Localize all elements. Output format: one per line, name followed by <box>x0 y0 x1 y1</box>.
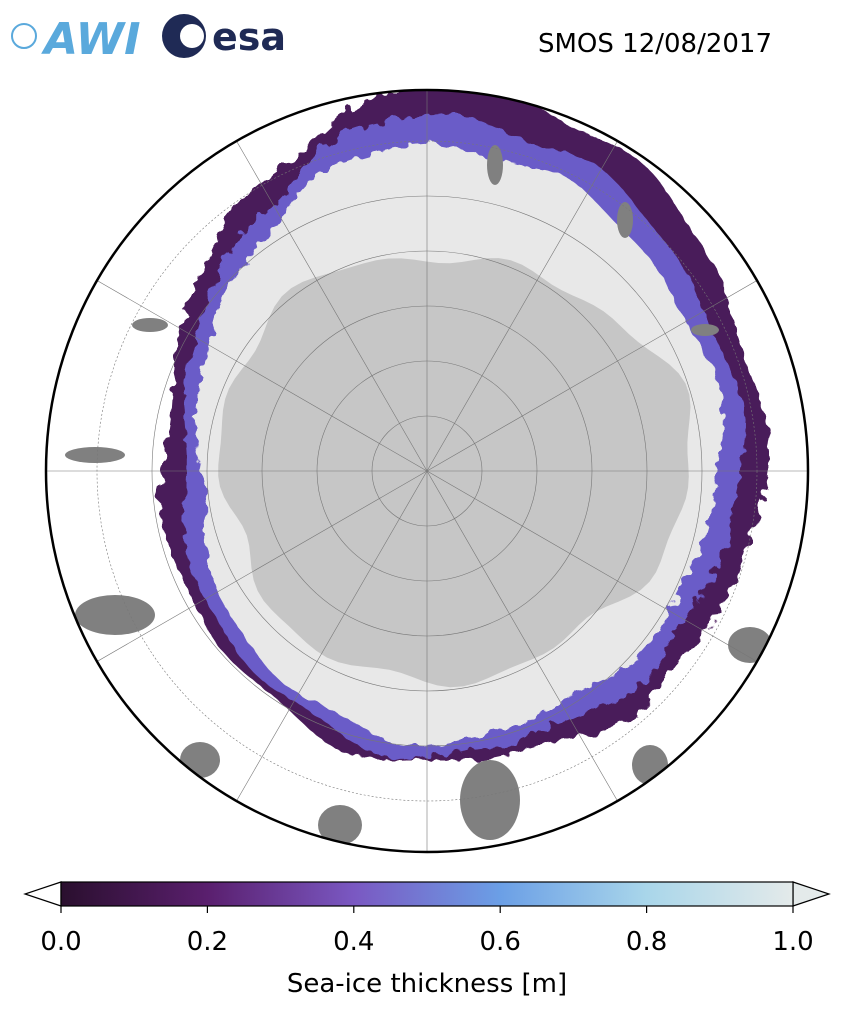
colorbar-label: Sea-ice thickness [m] <box>287 969 567 999</box>
land-island <box>65 447 125 463</box>
graticule-meridian <box>80 270 428 472</box>
graticule-meridian <box>226 124 428 472</box>
land-island <box>691 324 719 336</box>
graticule-meridian <box>80 470 428 672</box>
colorbar-tick-label: 0.2 <box>187 927 228 957</box>
graticule-meridian <box>226 470 428 818</box>
graticule-meridian <box>426 470 774 672</box>
map <box>46 90 808 852</box>
colorbar-extend-max <box>792 881 831 907</box>
land-island <box>487 145 503 185</box>
antarctica <box>218 258 691 688</box>
graticule-meridian <box>426 124 628 472</box>
colorbar-tick-label: 0.4 <box>333 927 374 957</box>
land-island <box>318 805 362 845</box>
colorbar-tick-label: 0.8 <box>626 927 667 957</box>
colorbar-tick-label: 0.0 <box>40 927 81 957</box>
logo-icon <box>180 24 204 48</box>
land-island <box>460 760 520 840</box>
colorbar-tick-label: 0.6 <box>480 927 521 957</box>
logo-icon <box>11 23 37 49</box>
graticule-meridian <box>426 270 774 472</box>
land-island <box>75 595 155 635</box>
colorbar: Sea-ice thickness [m] 0.0 0.2 0.4 0.6 0.8 1.0 <box>23 881 831 999</box>
land-island <box>180 742 220 778</box>
land-island <box>132 318 168 332</box>
colorbar-bar <box>60 881 794 907</box>
logo-text: esa <box>212 15 286 59</box>
logo-text: AWI <box>41 14 141 65</box>
map-title: SMOS 12/08/2017 <box>538 29 772 59</box>
logo-esa: esa <box>162 14 286 59</box>
map-border <box>44 88 810 854</box>
land-island <box>617 202 633 238</box>
logo-awi: AWI <box>11 14 141 65</box>
graticule-meridian <box>426 470 628 818</box>
colorbar-extend-min <box>23 881 62 907</box>
colorbar-tick-label: 1.0 <box>772 927 813 957</box>
